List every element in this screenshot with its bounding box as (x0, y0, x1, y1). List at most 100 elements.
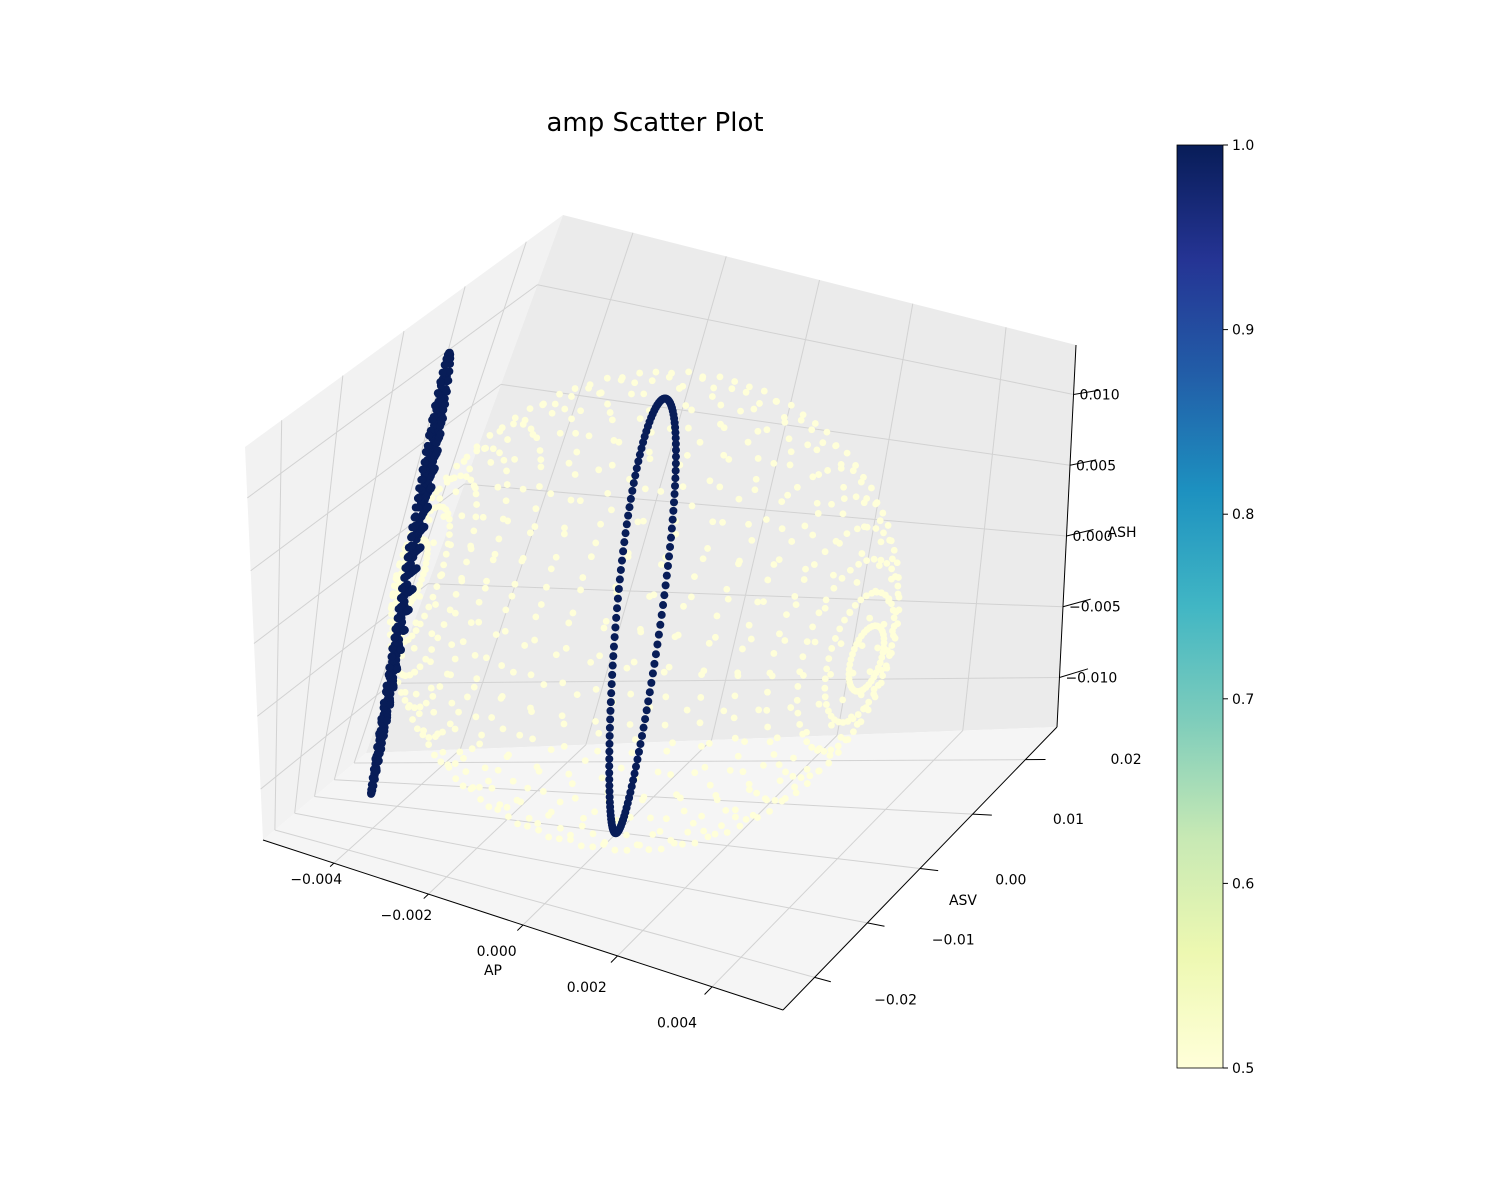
data-point (548, 565, 555, 572)
data-point (572, 385, 579, 392)
data-point (617, 566, 625, 574)
data-point (710, 385, 717, 392)
data-point (888, 537, 895, 544)
data-point (524, 823, 531, 830)
data-point (838, 734, 845, 741)
data-point (616, 575, 624, 583)
data-point (534, 820, 541, 827)
data-point (779, 525, 786, 532)
data-point (609, 416, 616, 423)
data-point (468, 785, 475, 792)
x-tick (705, 987, 713, 995)
data-point (662, 581, 670, 589)
data-point (786, 435, 793, 442)
y-tick-label: −0.02 (874, 992, 917, 1008)
data-point (719, 519, 726, 526)
data-point (704, 545, 711, 552)
data-point (577, 407, 584, 414)
data-point (443, 388, 451, 396)
data-point (401, 564, 409, 572)
data-point (473, 501, 480, 508)
data-point (666, 543, 674, 551)
data-point (755, 455, 762, 462)
data-point (752, 486, 759, 493)
data-point (832, 442, 839, 449)
data-point (776, 630, 783, 637)
data-point (607, 698, 615, 706)
data-point (787, 704, 794, 711)
data-point (437, 430, 445, 438)
data-point (634, 457, 642, 465)
data-point (796, 721, 803, 728)
data-point (671, 490, 679, 498)
y-tick (867, 923, 884, 926)
data-point (732, 806, 739, 813)
data-point (709, 393, 716, 400)
data-point (839, 575, 846, 582)
data-point (828, 501, 835, 508)
data-point (821, 685, 828, 692)
data-point (794, 697, 801, 704)
data-point (417, 663, 424, 670)
data-point (487, 459, 494, 466)
data-point (510, 421, 517, 428)
data-point (813, 446, 820, 453)
data-point (398, 689, 405, 696)
data-point (777, 777, 784, 784)
data-point (772, 797, 779, 804)
data-point (502, 606, 509, 613)
data-point (861, 523, 868, 530)
data-point (447, 607, 454, 614)
data-point (557, 825, 564, 832)
data-point (629, 776, 637, 784)
data-point (514, 797, 521, 804)
data-point (675, 632, 682, 639)
data-point (776, 761, 783, 768)
data-point (588, 553, 595, 560)
data-point (895, 591, 902, 598)
data-point (643, 706, 651, 714)
data-point (822, 675, 829, 682)
data-point (572, 795, 579, 802)
data-point (656, 621, 664, 629)
data-point (880, 529, 887, 536)
data-point (397, 646, 405, 654)
data-point (614, 595, 622, 603)
data-point (471, 482, 478, 489)
data-point (661, 669, 668, 676)
colorbar-tick-label: 0.7 (1232, 692, 1254, 708)
data-point (892, 635, 899, 642)
data-point (750, 812, 757, 819)
data-point (688, 407, 695, 414)
data-point (835, 743, 842, 750)
data-point (871, 556, 878, 563)
y-tick (815, 977, 831, 981)
data-point (763, 797, 770, 804)
data-point (537, 456, 544, 463)
data-point (778, 498, 785, 505)
data-point (793, 789, 800, 796)
data-point (466, 466, 473, 473)
data-point (627, 721, 634, 728)
data-point (763, 707, 770, 714)
data-point (646, 449, 653, 456)
data-point (637, 629, 644, 636)
data-point (482, 445, 489, 452)
data-point (799, 653, 806, 660)
data-point (473, 448, 480, 455)
data-point (573, 449, 580, 456)
data-point (745, 439, 752, 446)
data-point (838, 640, 845, 647)
data-point (830, 585, 837, 592)
data-point (547, 490, 554, 497)
data-point (653, 369, 660, 376)
data-point (561, 406, 568, 413)
data-point (800, 411, 807, 418)
data-point (847, 609, 854, 616)
data-point (705, 833, 712, 840)
data-point (607, 689, 615, 697)
data-point (509, 593, 516, 600)
data-point (672, 460, 680, 468)
data-point (504, 436, 511, 443)
data-point (556, 835, 563, 842)
